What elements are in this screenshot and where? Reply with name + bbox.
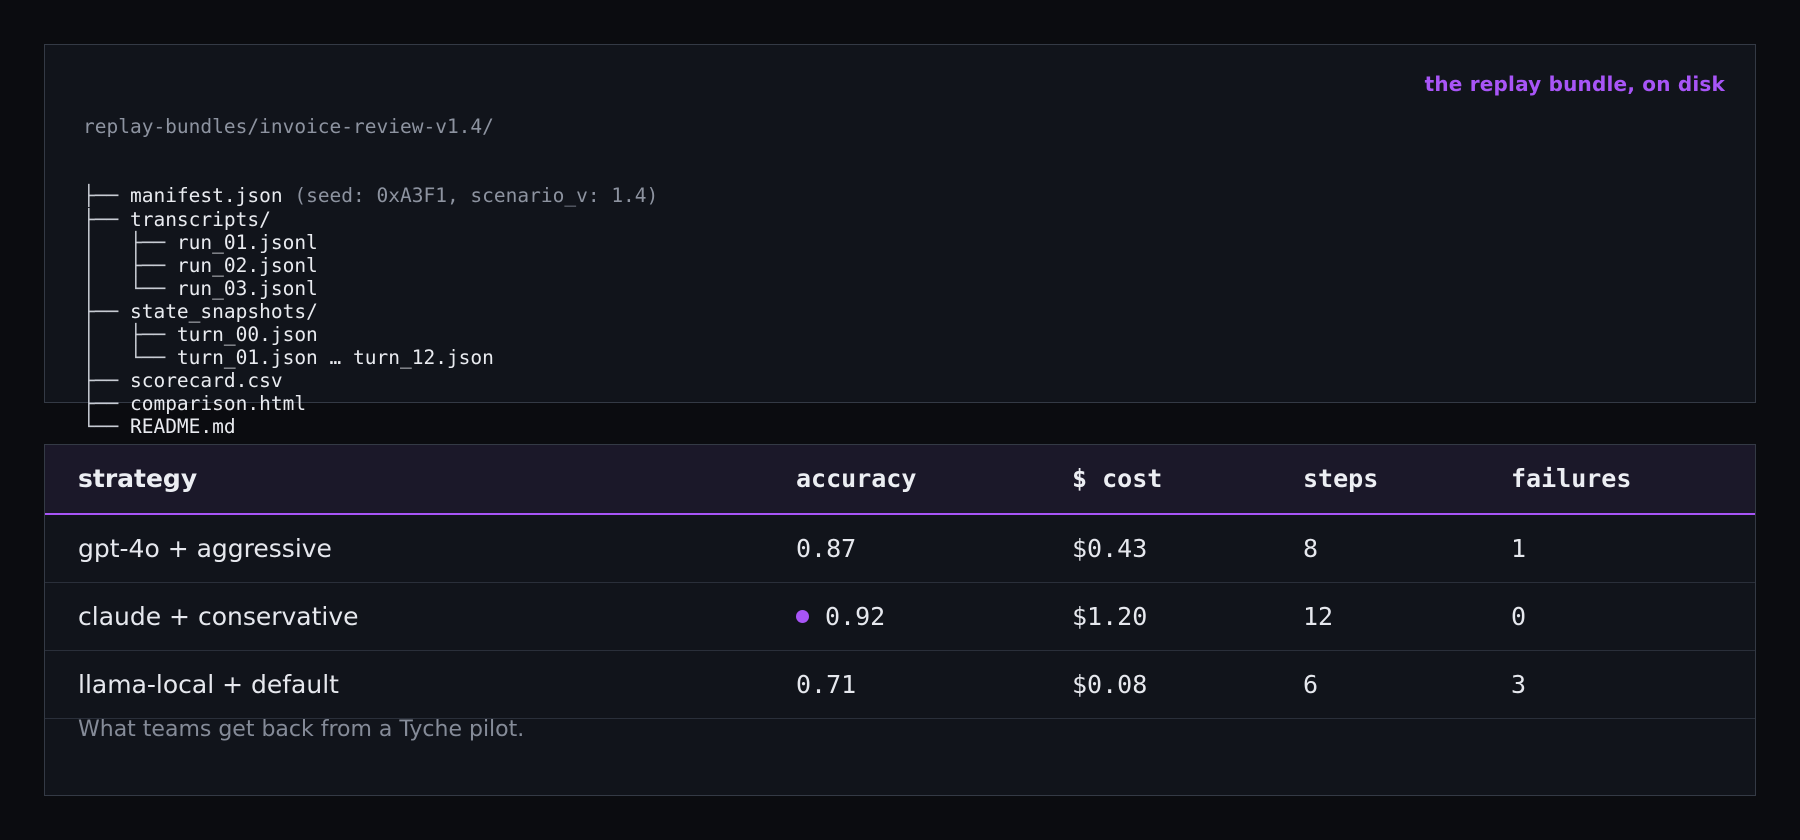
tree-entry: ├── scorecard.csv <box>83 369 658 392</box>
tree-branch: ├── <box>83 184 130 208</box>
tree-entry-name: turn_01.json … turn_12.json <box>176 346 494 370</box>
cell-accuracy: 0.71 <box>796 670 857 699</box>
tree-branch: ├── <box>83 392 130 416</box>
header-accuracy: accuracy <box>796 464 917 493</box>
tree-entry-name: transcripts/ <box>129 207 271 231</box>
tree-branch: │ └── <box>83 276 177 300</box>
cell-cost: $0.43 <box>1072 534 1148 563</box>
cell-cost: $1.20 <box>1072 602 1148 631</box>
tree-entry-name: turn_00.json <box>176 323 318 347</box>
cell-steps: 6 <box>1303 670 1319 699</box>
table-row: llama-local + default 0.71 $0.08 6 3 <box>45 651 1755 719</box>
tree-entry-note: (seed: 0xA3F1, scenario_v: 1.4) <box>282 184 659 208</box>
tree-entry-name: comparison.html <box>129 392 307 416</box>
tree-branch: └── <box>83 415 130 439</box>
header-failures: failures <box>1511 464 1632 493</box>
cell-failures: 0 <box>1511 602 1527 631</box>
tree-entry: │ └── turn_01.json … turn_12.json <box>83 346 658 369</box>
tree-branch: ├── <box>83 369 130 393</box>
file-tree: replay-bundles/invoice-review-v1.4/ ├── … <box>83 69 658 439</box>
tree-entry: │ ├── run_02.jsonl <box>83 254 658 277</box>
cell-accuracy: 0.87 <box>796 534 857 563</box>
cell-steps: 12 <box>1303 602 1334 631</box>
cell-strategy: llama-local + default <box>78 670 339 699</box>
filled-circle-icon <box>796 610 809 623</box>
tree-entry: ├── manifest.json (seed: 0xA3F1, scenari… <box>83 184 658 207</box>
bundle-caption: the replay bundle, on disk <box>1424 72 1725 96</box>
tree-entry-name: scorecard.csv <box>129 369 283 393</box>
replay-bundle-panel: the replay bundle, on disk replay-bundle… <box>44 44 1756 438</box>
tree-branch: │ ├── <box>83 253 177 277</box>
scorecard-panel: strategy accuracy $ cost steps failures … <box>44 444 1756 796</box>
tree-entry-name: state_snapshots/ <box>129 299 318 323</box>
cell-failures: 1 <box>1511 534 1527 563</box>
tree-branch: │ ├── <box>83 323 177 347</box>
tree-root-folder: replay-bundles/invoice-review-v1.4/ <box>83 115 494 139</box>
table-row: gpt-4o + aggressive 0.87 $0.43 8 1 <box>45 515 1755 583</box>
tree-entry: ├── transcripts/ <box>83 208 658 231</box>
cell-failures: 3 <box>1511 670 1527 699</box>
accuracy-value: 0.92 <box>825 602 886 631</box>
cell-accuracy: 0.92 <box>796 583 885 650</box>
header-steps: steps <box>1303 464 1379 493</box>
tree-entry-name: run_01.jsonl <box>176 230 318 254</box>
tree-branch: ├── <box>83 299 130 323</box>
tree-entry: └── README.md <box>83 415 658 438</box>
tree-entry-name: README.md <box>129 415 236 439</box>
cell-strategy: claude + conservative <box>78 602 359 631</box>
cell-steps: 8 <box>1303 534 1319 563</box>
tree-entry: ├── state_snapshots/ <box>83 300 658 323</box>
cell-strategy: gpt-4o + aggressive <box>78 534 332 563</box>
tree-entry: │ └── run_03.jsonl <box>83 277 658 300</box>
tree-branch: ├── <box>83 207 130 231</box>
tree-branch: │ └── <box>83 346 177 370</box>
tree-entry: │ ├── run_01.jsonl <box>83 231 658 254</box>
table-row: claude + conservative 0.92 $1.20 12 0 <box>45 583 1755 651</box>
header-cost: $ cost <box>1072 464 1163 493</box>
table-header: strategy accuracy $ cost steps failures <box>45 445 1755 515</box>
tree-entry-name: run_03.jsonl <box>176 276 318 300</box>
tree-entry: ├── comparison.html <box>83 392 658 415</box>
cell-cost: $0.08 <box>1072 670 1148 699</box>
header-strategy: strategy <box>78 464 198 493</box>
table-caption: What teams get back from a Tyche pilot. <box>78 717 525 742</box>
tree-entry-name: manifest.json <box>129 184 283 208</box>
tree-entry-name: run_02.jsonl <box>176 253 318 277</box>
tree-entry: │ ├── turn_00.json <box>83 323 658 346</box>
tree-branch: │ ├── <box>83 230 177 254</box>
